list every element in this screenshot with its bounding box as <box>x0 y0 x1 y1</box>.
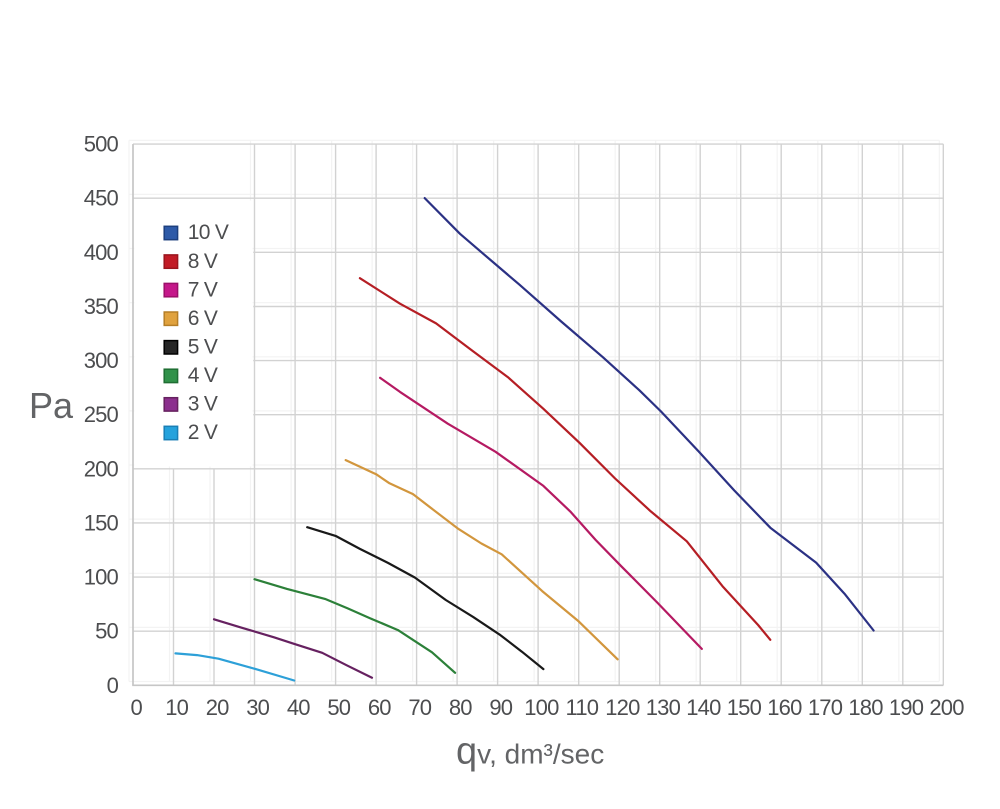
svg-text:7 V: 7 V <box>188 278 218 301</box>
svg-text:180: 180 <box>848 695 883 720</box>
svg-text:160: 160 <box>767 695 802 720</box>
svg-text:80: 80 <box>449 695 472 720</box>
svg-text:100: 100 <box>524 695 559 720</box>
svg-text:250: 250 <box>84 402 119 427</box>
svg-text:20: 20 <box>206 695 229 720</box>
svg-text:450: 450 <box>84 186 119 211</box>
svg-text:110: 110 <box>566 695 599 720</box>
svg-text:140: 140 <box>686 695 721 720</box>
svg-text:400: 400 <box>84 240 119 265</box>
svg-text:2 V: 2 V <box>188 421 218 444</box>
svg-text:190: 190 <box>889 695 924 720</box>
svg-text:8 V: 8 V <box>188 250 218 273</box>
svg-text:130: 130 <box>646 695 681 720</box>
svg-text:10 V: 10 V <box>188 221 229 244</box>
svg-text:5 V: 5 V <box>188 336 218 359</box>
svg-text:3 V: 3 V <box>188 393 218 416</box>
svg-text:10: 10 <box>165 695 188 720</box>
svg-text:150: 150 <box>84 510 119 535</box>
svg-text:200: 200 <box>929 695 964 720</box>
svg-text:4 V: 4 V <box>188 364 218 387</box>
svg-text:150: 150 <box>727 695 762 720</box>
svg-text:0: 0 <box>130 695 142 720</box>
svg-text:6 V: 6 V <box>188 307 218 330</box>
svg-text:120: 120 <box>605 695 640 720</box>
svg-text:50: 50 <box>95 619 118 644</box>
svg-text:300: 300 <box>84 348 119 373</box>
svg-text:200: 200 <box>84 456 119 481</box>
svg-text:500: 500 <box>84 132 119 157</box>
svg-text:30: 30 <box>246 695 269 720</box>
svg-text:70: 70 <box>408 695 431 720</box>
svg-text:170: 170 <box>808 695 843 720</box>
svg-text:50: 50 <box>327 695 350 720</box>
svg-text:350: 350 <box>84 294 119 319</box>
svg-text:0: 0 <box>107 673 119 698</box>
svg-text:Pa: Pa <box>29 385 74 426</box>
svg-text:40: 40 <box>287 695 310 720</box>
svg-text:90: 90 <box>489 695 512 720</box>
svg-text:60: 60 <box>368 695 391 720</box>
svg-text:100: 100 <box>84 565 119 590</box>
